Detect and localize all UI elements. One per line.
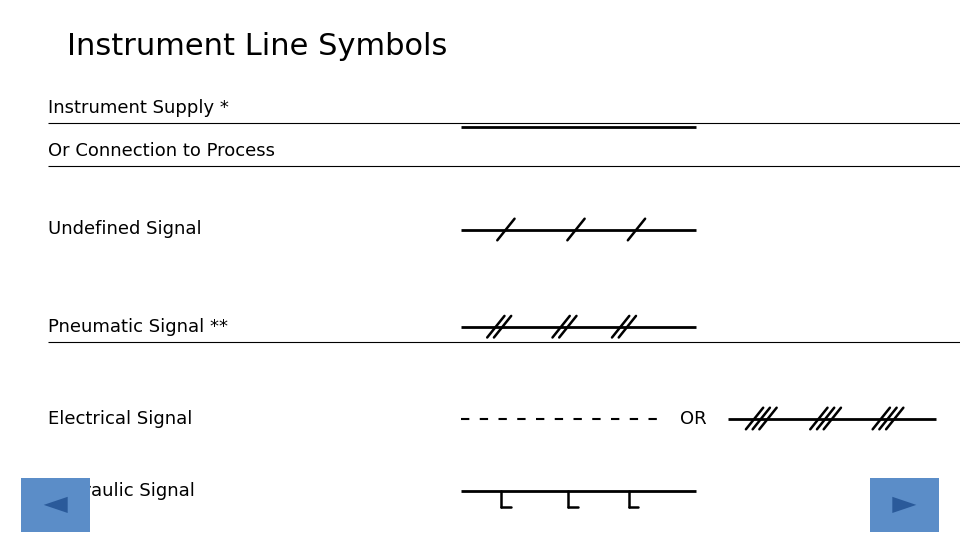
Text: Electrical Signal: Electrical Signal (48, 409, 192, 428)
Text: Instrument Supply *: Instrument Supply * (48, 99, 228, 117)
Text: Pneumatic Signal **: Pneumatic Signal ** (48, 318, 228, 336)
Polygon shape (44, 497, 67, 513)
Text: OR: OR (680, 409, 707, 428)
Text: Undefined Signal: Undefined Signal (48, 220, 202, 239)
Polygon shape (893, 497, 916, 513)
Text: Hydraulic Signal: Hydraulic Signal (48, 482, 195, 501)
FancyBboxPatch shape (870, 478, 939, 532)
Text: Instrument Line Symbols: Instrument Line Symbols (67, 32, 447, 62)
Text: Or Connection to Process: Or Connection to Process (48, 142, 275, 160)
FancyBboxPatch shape (21, 478, 90, 532)
